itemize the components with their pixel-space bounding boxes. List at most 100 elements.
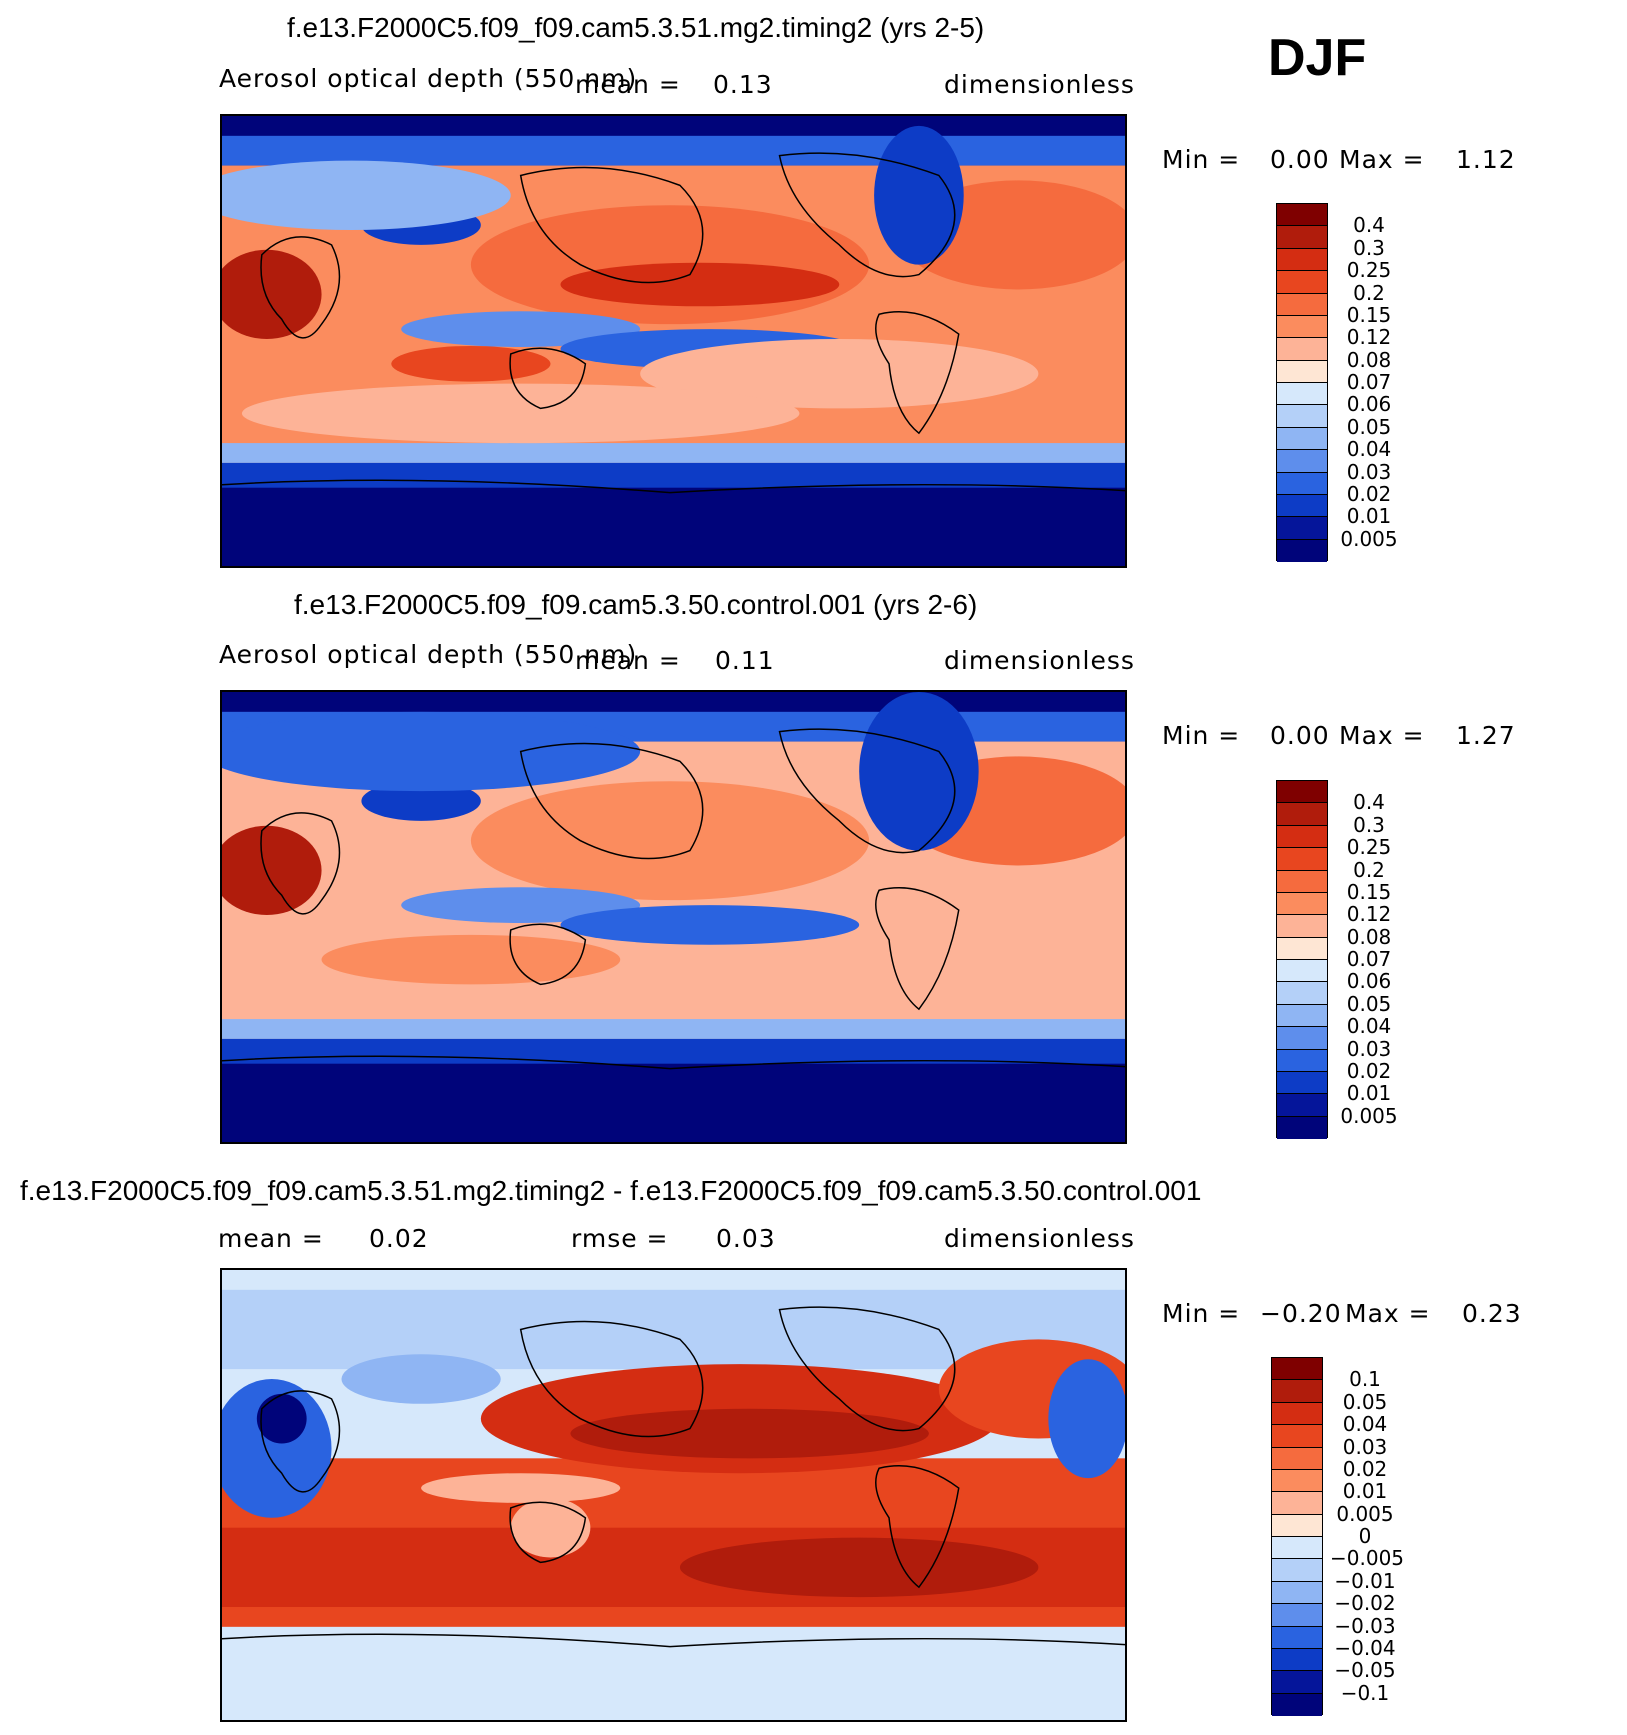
colorbar-tick-label: 0.05 — [1342, 1389, 1388, 1414]
colorbar-segment — [1272, 1447, 1322, 1470]
colorbar-segment — [1272, 1425, 1322, 1448]
season-label: DJF — [1268, 29, 1367, 87]
panel3-max-value: 0.23 — [1462, 1299, 1522, 1328]
panel1-min-label: Min = — [1162, 145, 1241, 174]
colorbar-tick-label: 0.06 — [1346, 969, 1392, 994]
colorbar-tick-label: −0.1 — [1340, 1680, 1390, 1705]
panel2-title: f.e13.F2000C5.f09_f09.cam5.3.50.control.… — [294, 589, 978, 620]
colorbar-tick-label: 0.01 — [1342, 1479, 1388, 1504]
colorbar-segment — [1277, 517, 1327, 540]
panel3-colorbar — [1271, 1357, 1323, 1716]
colorbar-tick-label: 0.12 — [1346, 902, 1392, 927]
panel1-max-value: 1.12 — [1456, 145, 1516, 174]
panel3-rmse-label: rmse = — [571, 1224, 669, 1253]
colorbar-tick-label: 0.12 — [1346, 325, 1392, 350]
colorbar-tick-label: 0.4 — [1353, 213, 1385, 238]
colorbar-tick-label: 0.2 — [1353, 857, 1385, 882]
panel2-min-label: Min = — [1162, 721, 1241, 750]
colorbar-tick-label: 0.005 — [1340, 526, 1398, 551]
colorbar-tick-label: 0.15 — [1346, 879, 1392, 904]
colorbar-tick-label: 0.01 — [1346, 1081, 1392, 1106]
colorbar-tick-label: 0.02 — [1346, 481, 1392, 506]
colorbar-tick-label: 0.2 — [1353, 280, 1385, 305]
panel1-min-value: 0.00 — [1270, 145, 1330, 174]
colorbar-segment — [1277, 803, 1327, 826]
panel2-map-field — [222, 692, 1125, 1142]
panel3-rmse-value: 0.03 — [716, 1224, 776, 1253]
colorbar-segment — [1272, 1693, 1322, 1716]
colorbar-segment — [1277, 338, 1327, 361]
colorbar-tick-label: 0.02 — [1342, 1456, 1388, 1481]
colorbar-segment — [1272, 1671, 1322, 1694]
colorbar-segment — [1277, 1094, 1327, 1117]
colorbar-segment — [1277, 383, 1327, 406]
panel3-mean-label: mean = — [218, 1224, 324, 1253]
colorbar-tick-label: 0 — [1358, 1524, 1372, 1548]
colorbar-segment — [1277, 204, 1327, 227]
panel2-max-value: 1.27 — [1456, 721, 1516, 750]
colorbar-segment — [1277, 960, 1327, 983]
colorbar-segment — [1277, 360, 1327, 383]
colorbar-segment — [1277, 271, 1327, 294]
colorbar-tick-label: 0.1 — [1349, 1367, 1381, 1392]
panel3-map — [220, 1268, 1127, 1722]
colorbar-segment — [1277, 892, 1327, 916]
colorbar-segment — [1277, 315, 1327, 339]
colorbar-tick-label: 0.03 — [1346, 1036, 1392, 1061]
colorbar-segment — [1272, 1380, 1322, 1403]
colorbar-segment — [1277, 937, 1327, 960]
panel1-mean-label: mean = — [575, 70, 681, 99]
colorbar-tick-label: 0.4 — [1353, 790, 1385, 815]
colorbar-tick-label: −0.05 — [1334, 1658, 1396, 1683]
panel3-units: dimensionless — [944, 1224, 1135, 1253]
panel1-variable: Aerosol optical depth (550 nm) — [219, 64, 638, 93]
colorbar-segment — [1272, 1402, 1322, 1426]
colorbar-segment — [1277, 539, 1327, 562]
colorbar-segment — [1277, 427, 1327, 451]
colorbar-tick-label: 0.005 — [1336, 1501, 1394, 1526]
colorbar-segment — [1272, 1358, 1322, 1381]
colorbar-tick-label: 0.25 — [1346, 835, 1392, 860]
colorbar-segment — [1272, 1626, 1322, 1649]
panel2-mean-value: 0.11 — [715, 646, 775, 675]
colorbar-segment — [1277, 848, 1327, 871]
panel2-colorbar — [1276, 780, 1328, 1139]
colorbar-segment — [1272, 1581, 1322, 1605]
colorbar-segment — [1277, 781, 1327, 804]
colorbar-tick-label: 0.02 — [1346, 1058, 1392, 1083]
colorbar-segment — [1277, 1116, 1327, 1139]
colorbar-segment — [1272, 1559, 1322, 1582]
panel1-units: dimensionless — [944, 70, 1135, 99]
colorbar-tick-label: 0.07 — [1346, 947, 1392, 971]
panel3-max-label: Max = — [1345, 1299, 1431, 1328]
panel3-min-value: −0.20 — [1260, 1299, 1342, 1328]
colorbar-tick-label: −0.03 — [1334, 1613, 1396, 1638]
colorbar-segment — [1277, 405, 1327, 428]
colorbar-tick-label: 0.06 — [1346, 392, 1392, 417]
colorbar-segment — [1277, 915, 1327, 938]
colorbar-segment — [1272, 1537, 1322, 1560]
colorbar-tick-label: −0.02 — [1334, 1591, 1396, 1616]
panel1-title: f.e13.F2000C5.f09_f09.cam5.3.51.mg2.timi… — [287, 12, 985, 43]
colorbar-tick-label: 0.04 — [1342, 1412, 1388, 1437]
colorbar-tick-label: 0.25 — [1346, 258, 1392, 283]
colorbar-segment — [1277, 472, 1327, 495]
colorbar-segment — [1277, 825, 1327, 849]
colorbar-segment — [1277, 1049, 1327, 1072]
colorbar-tick-label: −0.005 — [1330, 1546, 1405, 1571]
panel1-map-field — [222, 116, 1125, 566]
panel2-map — [220, 690, 1127, 1144]
colorbar-tick-label: −0.04 — [1334, 1635, 1396, 1660]
panel3-title: f.e13.F2000C5.f09_f09.cam5.3.51.mg2.timi… — [20, 1175, 1202, 1206]
panel3-mean-value: 0.02 — [369, 1224, 429, 1253]
colorbar-tick-label: 0.04 — [1346, 1014, 1392, 1039]
panel2-mean-label: mean = — [575, 646, 681, 675]
panel1-colorbar — [1276, 203, 1328, 562]
colorbar-segment — [1277, 450, 1327, 473]
colorbar-segment — [1277, 226, 1327, 249]
colorbar-segment — [1277, 1027, 1327, 1050]
colorbar-segment — [1272, 1648, 1322, 1672]
colorbar-segment — [1277, 1071, 1327, 1095]
panel1-max-label: Max = — [1339, 145, 1425, 174]
colorbar-segment — [1277, 1004, 1327, 1028]
